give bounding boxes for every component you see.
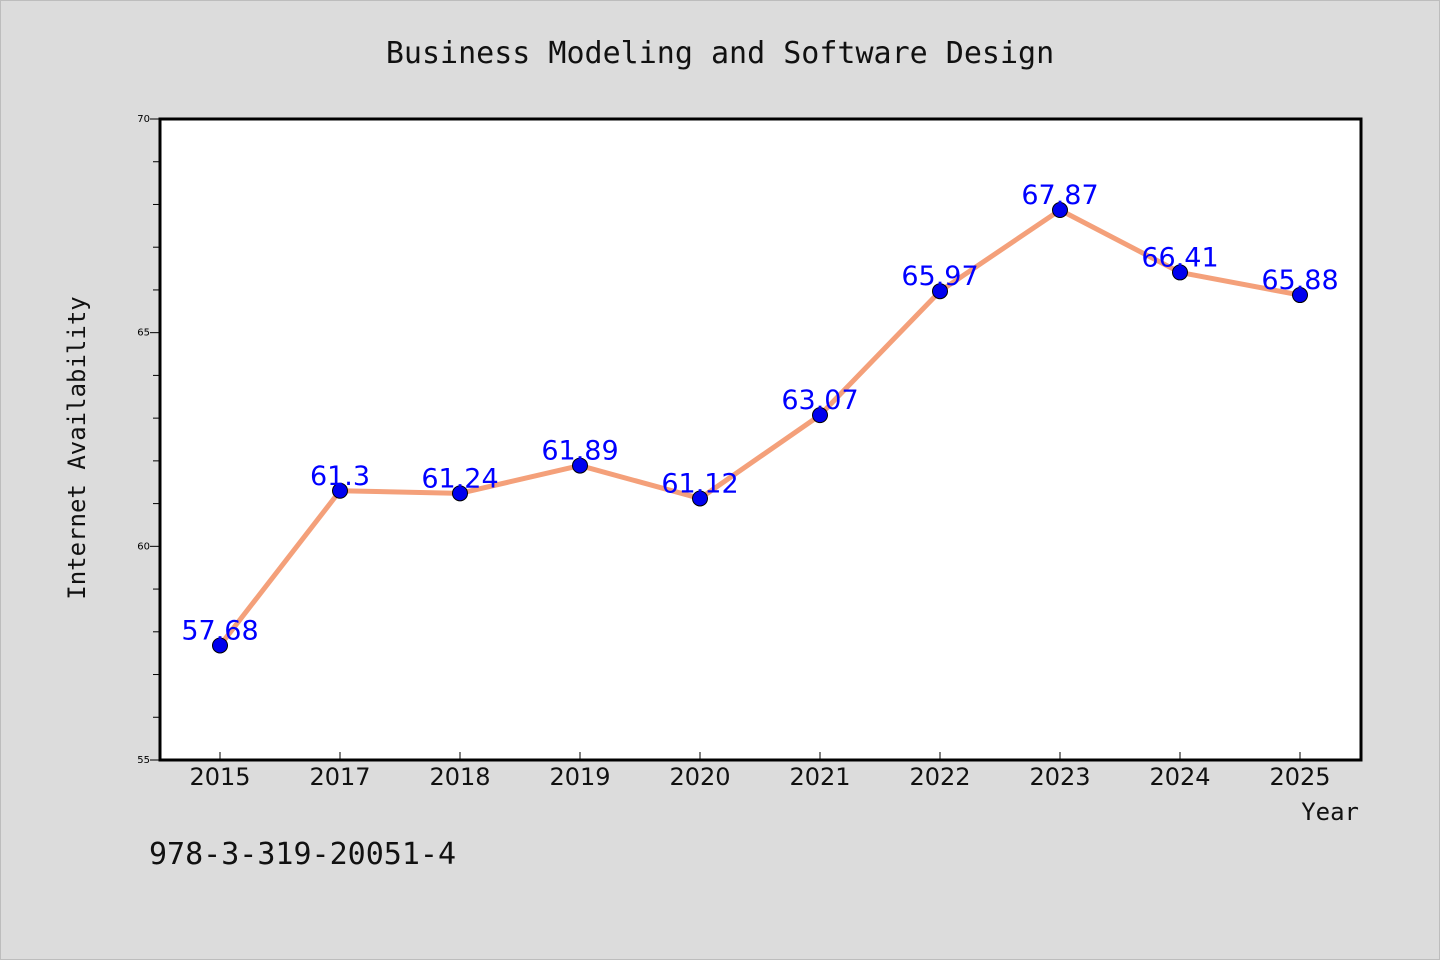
x-tick-label: 2017 <box>309 763 370 791</box>
data-label: 65.97 <box>901 261 978 292</box>
data-label: 61.3 <box>310 461 370 492</box>
data-point-marker <box>452 485 468 502</box>
data-point-marker <box>1292 287 1308 304</box>
data-labels: 57.68 61.3 61.24 61.89 61.12 63.07 65.97 67.87 6… <box>181 180 1338 646</box>
x-tick-label: 2022 <box>909 763 970 791</box>
x-tick-label: 2023 <box>1029 763 1090 791</box>
x-tick-label: 2019 <box>549 763 610 791</box>
data-label: 66.41 <box>1141 242 1218 273</box>
x-axis-label: Year <box>1301 798 1359 826</box>
x-tick-label: 2015 <box>189 763 250 791</box>
y-tick-label: 55 <box>137 755 150 766</box>
x-tick-label: 2025 <box>1269 763 1330 791</box>
x-tick-label: 2018 <box>429 763 490 791</box>
data-label: 57.68 <box>181 615 258 646</box>
series-markers <box>212 202 1308 654</box>
data-point-marker <box>692 490 708 507</box>
data-point-marker <box>1052 202 1068 219</box>
y-tick-label: 60 <box>137 541 150 552</box>
data-label: 67.87 <box>1021 180 1098 211</box>
y-axis: 55 60 65 70 <box>137 114 160 766</box>
data-point-marker <box>1172 264 1188 281</box>
data-label: 65.88 <box>1261 265 1338 296</box>
x-axis: 2015 2017 2018 2019 2020 2021 2022 2023 2024 2025 <box>189 752 1331 791</box>
data-point-marker <box>572 457 588 474</box>
x-tick-label: 2020 <box>669 763 730 791</box>
x-tick-label: 2024 <box>1149 763 1210 791</box>
y-axis-label: Internet Availability <box>63 296 91 599</box>
data-point-marker <box>332 482 348 499</box>
plot-area <box>158 117 1363 762</box>
data-point-marker <box>212 637 228 654</box>
data-label: 61.89 <box>541 436 618 467</box>
footer-isbn-text: 978-3-319-20051-4 <box>149 837 456 872</box>
data-label: 61.24 <box>421 463 498 494</box>
data-label: 63.07 <box>781 385 858 416</box>
data-point-marker <box>932 283 948 300</box>
x-tick-label: 2021 <box>789 763 850 791</box>
chart-title: Business Modeling and Software Design <box>386 36 1054 71</box>
series-line <box>217 207 1303 648</box>
data-point-marker <box>812 407 828 424</box>
y-tick-label: 70 <box>137 114 150 125</box>
data-label: 61.12 <box>661 468 738 499</box>
y-tick-label: 65 <box>137 328 150 339</box>
